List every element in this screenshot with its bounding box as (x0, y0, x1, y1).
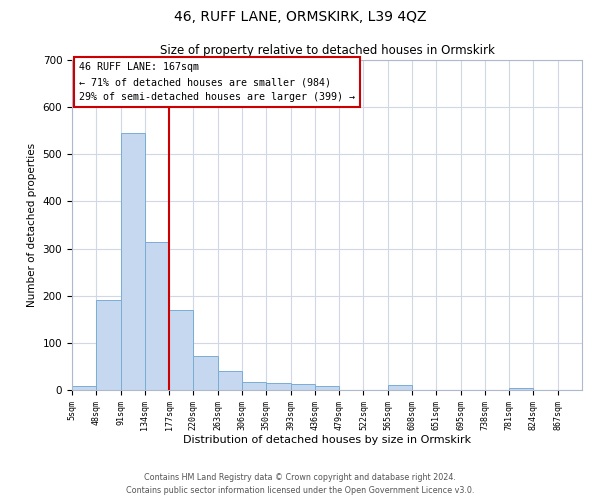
Bar (266, 384, 290, 390)
Y-axis label: Number of detached properties: Number of detached properties (27, 143, 37, 307)
Bar (193, 356, 218, 390)
Bar (218, 371, 242, 390)
Bar (169, 310, 193, 390)
Bar (121, 133, 145, 390)
Bar (315, 386, 339, 390)
Bar (388, 386, 412, 390)
Bar (509, 388, 533, 390)
Text: 46, RUFF LANE, ORMSKIRK, L39 4QZ: 46, RUFF LANE, ORMSKIRK, L39 4QZ (174, 10, 426, 24)
Bar (96, 300, 121, 390)
Text: 46 RUFF LANE: 167sqm
← 71% of detached houses are smaller (984)
29% of semi-deta: 46 RUFF LANE: 167sqm ← 71% of detached h… (79, 62, 355, 102)
Bar (242, 382, 266, 390)
Text: Contains HM Land Registry data © Crown copyright and database right 2024.
Contai: Contains HM Land Registry data © Crown c… (126, 474, 474, 495)
Bar (72, 386, 96, 390)
Bar (145, 242, 169, 390)
Title: Size of property relative to detached houses in Ormskirk: Size of property relative to detached ho… (160, 44, 494, 58)
X-axis label: Distribution of detached houses by size in Ormskirk: Distribution of detached houses by size … (183, 436, 471, 446)
Bar (290, 384, 315, 390)
